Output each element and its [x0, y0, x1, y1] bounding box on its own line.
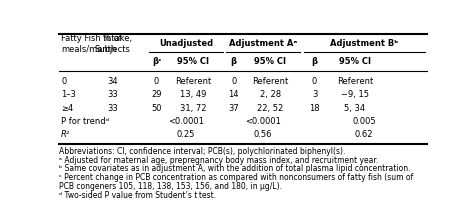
Text: 0.25: 0.25 — [177, 130, 195, 139]
Text: ≥4: ≥4 — [61, 104, 73, 113]
Text: 95% CI: 95% CI — [177, 57, 210, 66]
Text: 33: 33 — [107, 90, 118, 99]
Text: −9, 15: −9, 15 — [341, 90, 369, 99]
Text: Adjustment Bᵇ: Adjustment Bᵇ — [330, 39, 398, 48]
Text: 33: 33 — [107, 104, 118, 113]
Text: β: β — [311, 57, 318, 66]
Text: 13, 49: 13, 49 — [180, 90, 207, 99]
Text: 3: 3 — [312, 90, 317, 99]
Text: PCB congeners 105, 118, 138, 153, 156, and 180, in μg/L).: PCB congeners 105, 118, 138, 153, 156, a… — [59, 182, 282, 191]
Text: 0: 0 — [154, 77, 159, 86]
Text: 2, 28: 2, 28 — [260, 90, 281, 99]
Text: 95% CI: 95% CI — [339, 57, 371, 66]
Text: ᵈ Two-sided P value from Student’s t test.: ᵈ Two-sided P value from Student’s t tes… — [59, 191, 216, 200]
Text: 0: 0 — [312, 77, 317, 86]
Text: 0.005: 0.005 — [352, 117, 376, 126]
Text: Referent: Referent — [337, 77, 373, 86]
Text: 31, 72: 31, 72 — [180, 104, 207, 113]
Text: 0: 0 — [61, 77, 66, 86]
Text: 37: 37 — [228, 104, 239, 113]
Text: ᵃ Adjusted for maternal age, prepregnancy body mass index, and recruitment year.: ᵃ Adjusted for maternal age, prepregnanc… — [59, 156, 379, 165]
Text: 0.56: 0.56 — [254, 130, 273, 139]
Text: ᶜ Percent change in PCB concentration as compared with nonconsumers of fatty fis: ᶜ Percent change in PCB concentration as… — [59, 173, 413, 182]
Text: P for trendᵈ: P for trendᵈ — [61, 117, 109, 126]
Text: 34: 34 — [107, 77, 118, 86]
Text: 18: 18 — [309, 104, 320, 113]
Text: β: β — [231, 57, 237, 66]
Text: 29: 29 — [151, 90, 162, 99]
Text: 0.62: 0.62 — [355, 130, 374, 139]
Text: Unadjusted: Unadjusted — [159, 39, 213, 48]
Text: R²: R² — [61, 130, 70, 139]
Text: Referent: Referent — [252, 77, 289, 86]
Text: 22, 52: 22, 52 — [257, 104, 283, 113]
Text: βᶜ: βᶜ — [152, 57, 161, 66]
Text: 0: 0 — [231, 77, 237, 86]
Text: <0.0001: <0.0001 — [245, 117, 281, 126]
Text: 50: 50 — [151, 104, 162, 113]
Text: <0.0001: <0.0001 — [168, 117, 204, 126]
Text: 5, 34: 5, 34 — [345, 104, 365, 113]
Text: 1–3: 1–3 — [61, 90, 76, 99]
Text: Adjustment Aᵃ: Adjustment Aᵃ — [229, 39, 297, 48]
Text: ᵇ Same covariates as in adjustment A, with the addition of total plasma lipid co: ᵇ Same covariates as in adjustment A, wi… — [59, 164, 411, 174]
Text: 95% CI: 95% CI — [255, 57, 286, 66]
Text: Fatty Fish Intake,
meals/month: Fatty Fish Intake, meals/month — [61, 34, 132, 54]
Text: Abbreviations: CI, confidence interval; PCB(s), polychlorinated biphenyl(s).: Abbreviations: CI, confidence interval; … — [59, 147, 346, 156]
Text: Referent: Referent — [175, 77, 211, 86]
Text: 14: 14 — [228, 90, 239, 99]
Text: % of
Subjects: % of Subjects — [95, 34, 130, 54]
